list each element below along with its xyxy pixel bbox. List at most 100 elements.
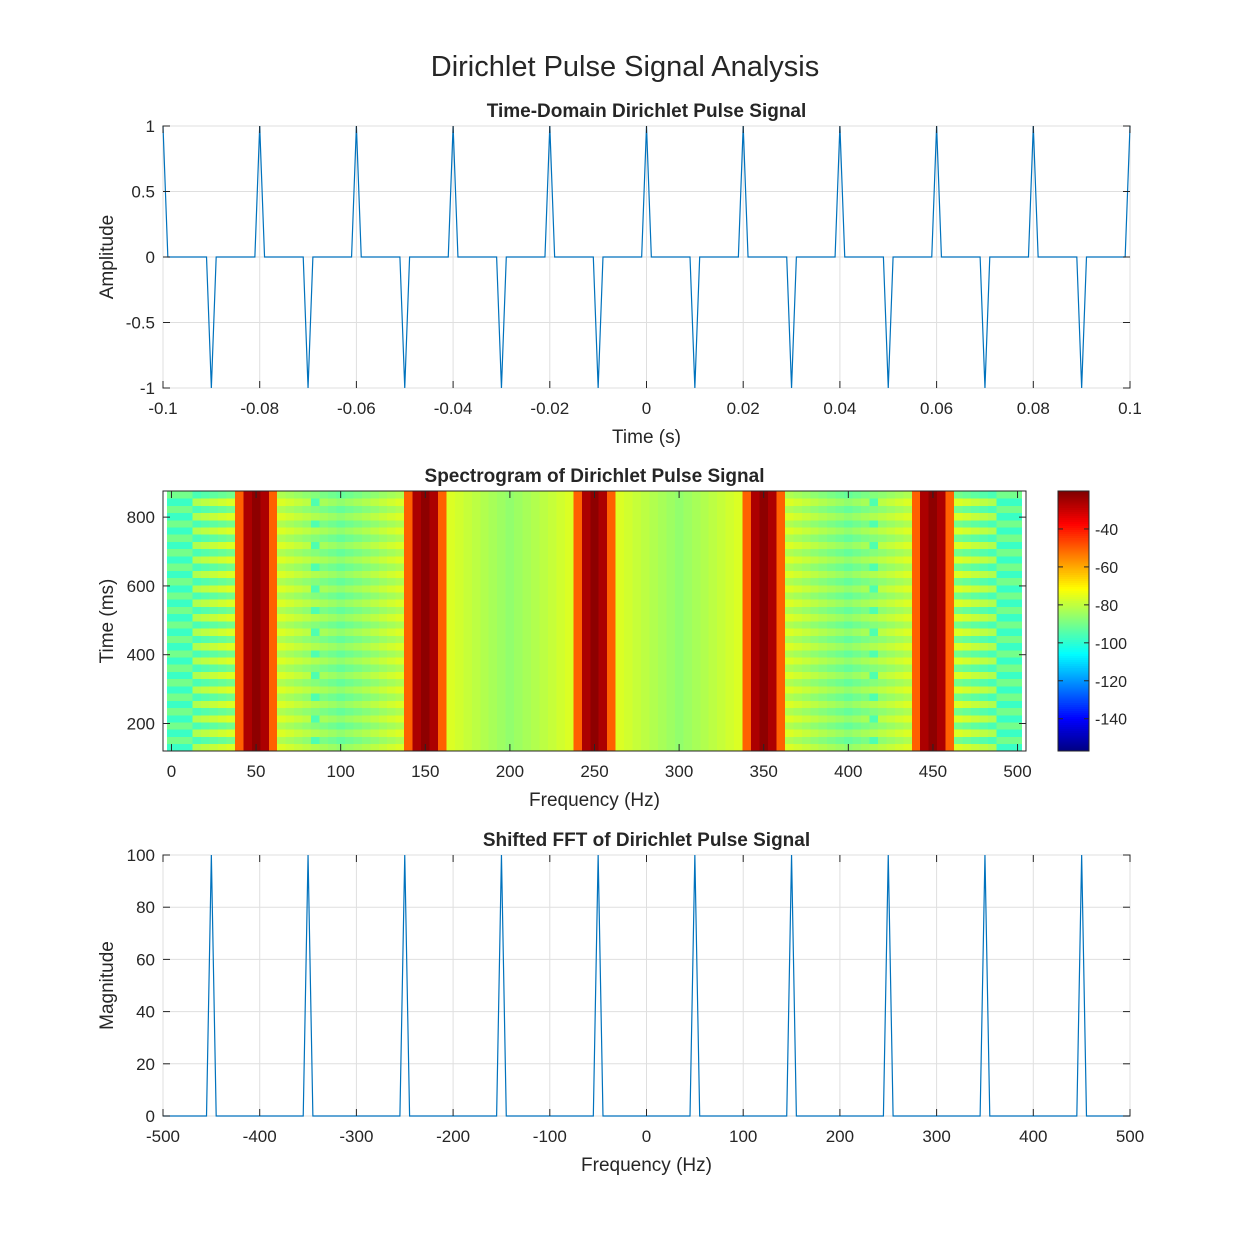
spectrogram-cell [378,743,388,752]
spectrogram-cell [641,657,650,665]
spectrogram-cell [302,527,312,535]
spectrogram-cell [234,649,244,658]
colorbar-segment [1058,588,1089,592]
spectrogram-cell [353,512,363,521]
spectrogram-cell [344,628,354,636]
spectrogram-cell [844,693,853,701]
spectrogram-cell [311,592,320,600]
spectrogram-cell [488,592,498,600]
spectrogram-cell [311,505,320,514]
spectrogram-cell [751,722,760,730]
spectrogram-cell [488,628,498,636]
spectrogram-cell [260,714,270,723]
colorbar-segment [1058,578,1089,581]
spectrogram-cell [987,736,997,745]
spectrogram-cell [598,606,608,615]
spectrogram-cell [877,628,887,636]
spectrogram-cell [793,642,803,651]
spectrogram-cell [700,743,710,752]
spectrogram-cell [1013,512,1023,521]
spectrogram-cell [1004,512,1014,521]
spectrogram-cell [928,736,938,745]
spectrogram-cell [505,635,515,644]
fft-ytick-label: 60 [136,950,155,969]
spectrogram-cell [996,736,1006,745]
spectrogram-cell [539,541,549,550]
spectrogram-cell [641,642,650,651]
spectrogram-cell [539,606,549,615]
spectrogram-cell [556,534,566,542]
spectrogram-cell [327,693,337,701]
spectrogram-cell [437,743,447,752]
spectrogram-cell [776,635,786,644]
spectrogram-cell [1013,736,1023,745]
spectrogram-cell [962,657,972,665]
spectrogram-cell [903,635,913,644]
spectrogram-cell [810,592,820,600]
colorbar-segment [1058,499,1089,502]
spectrogram-cell [446,577,456,586]
spectrogram-cell [564,686,574,694]
spectrogram-cell [564,613,574,622]
spectrogram-cell [641,686,650,694]
spectrogram-cell [387,599,397,607]
spectrogram-cell [911,657,921,665]
spectrogram-cell [488,707,498,716]
spectrogram-cell [607,584,617,593]
spectrogram-cell [742,649,752,658]
spectrogram-cell [522,671,532,680]
spectrogram-cell [920,527,930,535]
spectrogram-cell [641,556,650,564]
spectrogram-cell [573,512,583,521]
spectrogram-cell [463,527,473,535]
spectrogram-cell [268,664,278,672]
spectrogram-cell [852,599,862,607]
spectrogram-cell [243,664,253,672]
spectrogram-cell [294,642,303,651]
spectrogram-cell [666,556,676,564]
spectrogram-cell [581,621,591,629]
spectrogram-cell [218,577,227,586]
spectrogram-cell [514,671,523,680]
spectrogram-cell [717,686,727,694]
spectrogram-cell [818,548,828,557]
spectrogram-cell [344,635,354,644]
spectrogram-cell [649,678,659,687]
spectrogram-cell [209,621,219,629]
spectrogram-cell [192,570,202,579]
spectrogram-cell [657,519,667,528]
spectrogram-cell [700,606,710,615]
spectrogram-cell [996,729,1006,737]
spectrogram-cell [1004,599,1014,607]
spectrogram-cell [302,621,312,629]
spectrogram-cell [767,635,777,644]
spectrogram-cell [657,527,667,535]
spectrogram-cell [319,736,329,745]
spectrogram-cell [336,722,346,730]
spectrogram-cell [632,686,642,694]
spectrogram-cell [437,491,447,499]
spectrogram-cell [421,541,430,550]
colorbar-segment [1058,576,1089,579]
colorbar-tick-label: -140 [1095,712,1127,729]
spectrogram-cell [378,635,388,644]
spectrogram-cell [573,563,583,571]
spectrogram-cell [700,498,710,506]
spectrogram-cell [641,541,650,550]
spectrogram-cell [886,592,896,600]
spectrogram-cell [209,642,219,651]
spectrogram-cell [725,657,735,665]
spectrogram-cell [767,700,777,709]
spectrogram-cell [632,519,642,528]
spectrogram-cell [962,628,972,636]
spectrogram-cell [421,714,430,723]
spectrogram-cell [725,642,735,651]
spectrogram-cell [945,584,955,593]
spectrogram-cell [243,512,253,521]
spectrogram-cell [818,527,828,535]
spectrogram-cell [691,671,701,680]
spectrogram-cell [463,714,473,723]
spectrogram-cell [996,635,1006,644]
spectrogram-cell [556,606,566,615]
spectrogram-cell [311,657,320,665]
